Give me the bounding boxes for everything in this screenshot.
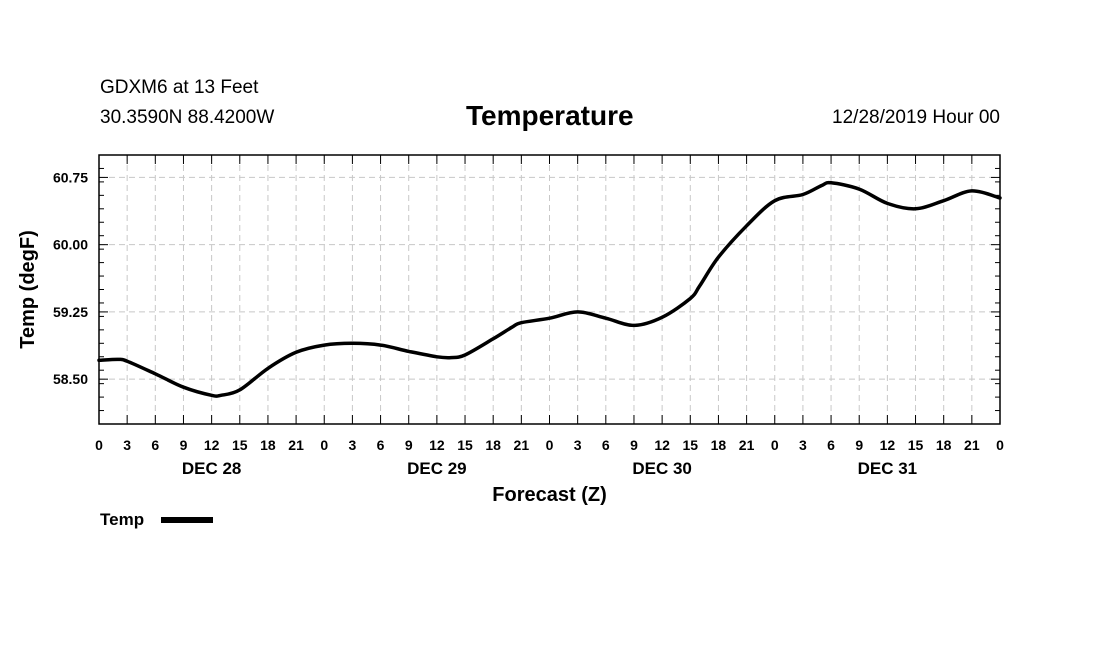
axis-labels: 0 3 6 9 12 15 18 21 0 3 6 9 12 15 18 21 0 3 6 9 12 15 18 21 0 3 6 9… xyxy=(53,169,1004,478)
x-tick-label: 21 xyxy=(964,437,980,453)
y-tick-label: 58.50 xyxy=(53,371,88,387)
x-tick-label: 15 xyxy=(232,437,248,453)
x-tick-label: 3 xyxy=(799,437,807,453)
x-tick-label: 15 xyxy=(908,437,924,453)
tick-marks xyxy=(98,154,1001,425)
x-tick-label: 6 xyxy=(827,437,835,453)
x-tick-label: 9 xyxy=(630,437,638,453)
x-tick-label: 18 xyxy=(485,437,501,453)
x-tick-label: 21 xyxy=(739,437,755,453)
x-tick-label: 15 xyxy=(682,437,698,453)
x-tick-label: 9 xyxy=(405,437,413,453)
x-tick-label: 15 xyxy=(457,437,473,453)
y-axis-title: Temp (degF) xyxy=(17,230,39,349)
date-label: DEC 30 xyxy=(632,459,692,478)
x-tick-label: 12 xyxy=(429,437,445,453)
grid-lines xyxy=(99,155,1000,424)
x-tick-label: 3 xyxy=(123,437,131,453)
series-line-temp xyxy=(97,180,1002,398)
legend-swatch xyxy=(161,517,213,523)
x-tick-label: 0 xyxy=(996,437,1004,453)
x-tick-label: 9 xyxy=(855,437,863,453)
x-tick-label: 18 xyxy=(711,437,727,453)
x-tick-label: 18 xyxy=(260,437,276,453)
y-tick-label: 60.75 xyxy=(53,169,88,185)
x-tick-label: 6 xyxy=(602,437,610,453)
plot-frame xyxy=(98,154,1001,425)
x-tick-label: 6 xyxy=(151,437,159,453)
x-axis-title: Forecast (Z) xyxy=(492,484,606,506)
date-label: DEC 29 xyxy=(407,459,467,478)
x-tick-label: 21 xyxy=(288,437,304,453)
y-tick-label: 59.25 xyxy=(53,304,88,320)
legend-label: Temp xyxy=(100,510,144,529)
coordinates-label: 30.3590N 88.4200W xyxy=(100,107,275,128)
x-tick-label: 0 xyxy=(546,437,554,453)
x-tick-label: 3 xyxy=(349,437,357,453)
run-time-label: 12/28/2019 Hour 00 xyxy=(832,107,1000,128)
x-tick-label: 12 xyxy=(204,437,220,453)
x-tick-label: 12 xyxy=(880,437,896,453)
x-tick-label: 3 xyxy=(574,437,582,453)
x-tick-label: 0 xyxy=(771,437,779,453)
x-tick-label: 18 xyxy=(936,437,952,453)
station-label: GDXM6 at 13 Feet xyxy=(100,77,259,98)
x-tick-label: 21 xyxy=(514,437,530,453)
x-tick-label: 0 xyxy=(95,437,103,453)
x-tick-label: 6 xyxy=(377,437,385,453)
x-tick-label: 0 xyxy=(320,437,328,453)
date-label: DEC 31 xyxy=(858,459,918,478)
date-label: DEC 28 xyxy=(182,459,242,478)
y-tick-label: 60.00 xyxy=(53,237,88,253)
chart-title: Temperature xyxy=(466,100,634,131)
x-tick-label: 9 xyxy=(180,437,188,453)
x-tick-label: 12 xyxy=(654,437,670,453)
